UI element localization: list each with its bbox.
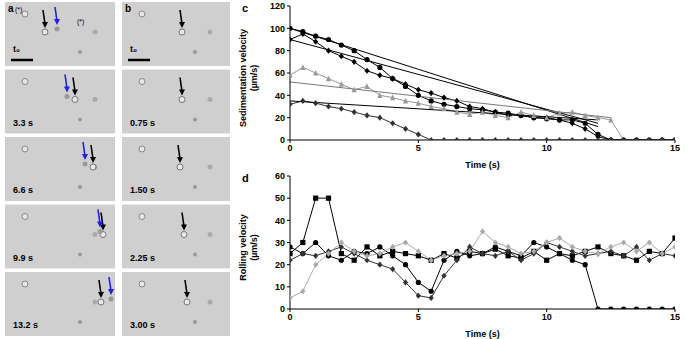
svg-text:0.75 s: 0.75 s: [130, 118, 155, 128]
svg-text:t₀: t₀: [130, 44, 137, 54]
svg-text:b: b: [125, 3, 131, 14]
svg-text:20: 20: [275, 113, 285, 123]
svg-text:60: 60: [275, 171, 285, 181]
svg-text:(*): (*): [77, 18, 84, 26]
svg-text:10: 10: [542, 143, 552, 153]
svg-text:2.25 s: 2.25 s: [130, 253, 155, 263]
svg-text:Rolling velocity(µm/s): Rolling velocity(µm/s): [238, 214, 259, 281]
svg-text:13.2 s: 13.2 s: [13, 320, 38, 330]
svg-text:(*): (*): [15, 6, 22, 14]
svg-text:80: 80: [275, 46, 285, 56]
svg-text:1.50 s: 1.50 s: [130, 185, 155, 195]
svg-text:10: 10: [275, 282, 285, 292]
svg-text:20: 20: [275, 260, 285, 270]
svg-text:a: a: [8, 3, 14, 14]
svg-text:3.00 s: 3.00 s: [130, 320, 155, 330]
svg-text:6.6 s: 6.6 s: [13, 185, 33, 195]
svg-text:Sedimentation velocity(µm/s): Sedimentation velocity(µm/s): [238, 29, 259, 127]
svg-text:10: 10: [542, 312, 552, 322]
svg-text:15: 15: [670, 143, 680, 153]
svg-text:3.3 s: 3.3 s: [13, 118, 33, 128]
svg-text:Time (s): Time (s): [465, 160, 499, 170]
svg-text:5: 5: [416, 143, 421, 153]
svg-text:0: 0: [287, 143, 292, 153]
svg-text:100: 100: [270, 24, 285, 34]
svg-text:30: 30: [275, 238, 285, 248]
svg-text:40: 40: [275, 91, 285, 101]
svg-text:0: 0: [287, 312, 292, 322]
svg-text:d: d: [242, 172, 249, 184]
svg-text:5: 5: [416, 312, 421, 322]
svg-text:120: 120: [270, 1, 285, 11]
svg-text:15: 15: [670, 312, 680, 322]
svg-text:40: 40: [275, 216, 285, 226]
svg-text:0: 0: [280, 304, 285, 314]
svg-text:50: 50: [275, 193, 285, 203]
svg-text:c: c: [242, 2, 248, 14]
svg-text:0: 0: [280, 135, 285, 145]
svg-text:60: 60: [275, 68, 285, 78]
svg-text:9.9 s: 9.9 s: [13, 253, 33, 263]
svg-text:t₀: t₀: [13, 44, 20, 54]
svg-text:Time (s): Time (s): [465, 329, 499, 339]
